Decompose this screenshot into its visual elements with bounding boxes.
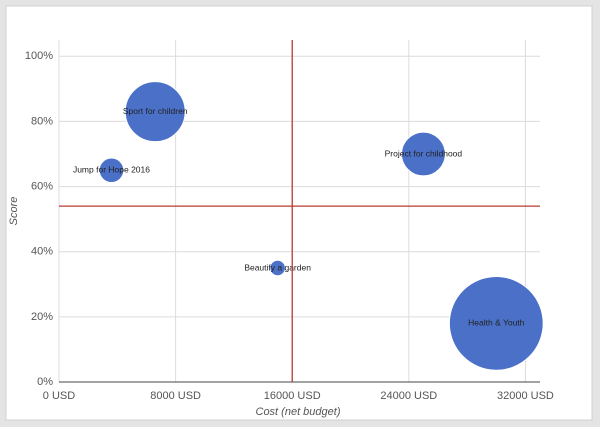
y-tick-label: 60% <box>31 180 53 192</box>
bubble-label: Sport for children <box>123 106 188 116</box>
y-tick-label: 100% <box>25 50 53 62</box>
bubble-label: Beautify a garden <box>244 262 311 272</box>
bubble-label: Project for childhood <box>385 148 463 158</box>
bubble <box>448 275 544 371</box>
y-tick-label: 20% <box>31 311 53 323</box>
bubble <box>98 157 125 184</box>
x-tick-label: 24000 USD <box>380 390 437 402</box>
bubble <box>400 131 446 177</box>
x-axis-title: Cost (net budget) <box>256 406 341 418</box>
y-tick-label: 0% <box>37 376 53 388</box>
y-tick-label: 80% <box>31 115 53 127</box>
x-tick-label: 16000 USD <box>264 390 321 402</box>
y-tick-label: 40% <box>31 246 53 258</box>
x-tick-label: 32000 USD <box>497 390 554 402</box>
bubble-label: Jump for Hope 2016 <box>73 165 150 175</box>
bubble-label: Health & Youth <box>468 318 525 328</box>
bubble <box>124 81 186 143</box>
bubble <box>269 259 286 277</box>
y-axis-title: Score <box>8 197 20 226</box>
x-tick-label: 0 USD <box>43 390 75 402</box>
x-tick-label: 8000 USD <box>150 390 201 402</box>
